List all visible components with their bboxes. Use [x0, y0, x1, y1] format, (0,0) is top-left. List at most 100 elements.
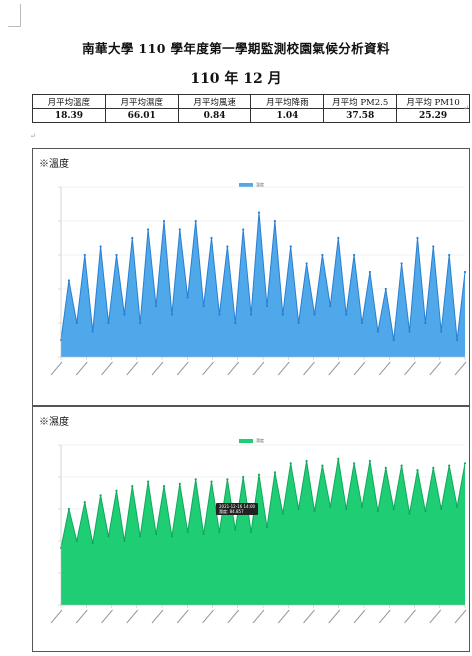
- data-point: [337, 457, 340, 460]
- x-tick-label: [378, 609, 391, 624]
- humidity-label: ※濕度: [39, 417, 69, 428]
- data-point: [131, 236, 134, 240]
- data-point: [416, 469, 419, 472]
- x-tick-label: [404, 609, 416, 624]
- data-point: [408, 512, 411, 515]
- x-tick-label: [151, 361, 164, 376]
- legend-swatch-icon: [239, 183, 253, 187]
- data-point: [218, 313, 221, 316]
- paragraph-mark: ↵: [30, 132, 36, 140]
- data-point: [360, 321, 364, 325]
- data-point: [424, 321, 427, 325]
- data-point: [257, 473, 261, 476]
- x-tick-label: [50, 361, 63, 376]
- data-point: [463, 270, 467, 274]
- data-point: [265, 304, 269, 308]
- table-header-cell: 月平均 PM10: [396, 94, 470, 109]
- series-line: [60, 212, 466, 341]
- data-point: [75, 321, 78, 325]
- x-tick-label: [252, 609, 265, 624]
- table-value-row: 18.39 66.01 0.84 1.04 37.58 25.29: [32, 108, 470, 123]
- data-point: [147, 480, 150, 483]
- legend-swatch-icon: [239, 439, 253, 443]
- data-point: [170, 535, 173, 538]
- data-point: [305, 459, 308, 463]
- data-point: [155, 533, 158, 536]
- data-point: [131, 485, 134, 488]
- x-tick-label: [75, 361, 88, 376]
- x-tick-label: [202, 361, 214, 376]
- data-point: [99, 245, 102, 248]
- data-point: [123, 539, 126, 543]
- data-point: [400, 464, 403, 467]
- page-corner-mark: [8, 4, 21, 27]
- legend-label: 溫度: [256, 182, 264, 187]
- x-tick-label: [404, 361, 416, 376]
- data-point: [456, 505, 459, 508]
- data-point: [250, 313, 253, 316]
- data-point: [242, 475, 245, 479]
- data-point: [91, 542, 94, 545]
- x-tick-label: [126, 361, 139, 376]
- chart-tooltip: 2021-12-16 14:00 濕度: 84.857: [216, 503, 259, 515]
- document-title: 南華大學 110 學年度第一學期監測校園氣候分析資料: [82, 41, 390, 56]
- data-point: [123, 313, 126, 316]
- tooltip-value: 濕度: 84.857: [219, 509, 244, 514]
- data-point: [234, 321, 237, 325]
- x-tick-label: [101, 361, 113, 376]
- table-header-cell: 月平均 PM2.5: [323, 94, 398, 109]
- data-point: [400, 262, 403, 265]
- data-point: [432, 245, 435, 248]
- x-tick-label: [50, 609, 63, 624]
- data-point: [178, 482, 181, 485]
- data-point: [242, 228, 245, 231]
- data-point: [265, 526, 269, 529]
- data-point: [234, 528, 237, 531]
- x-tick-label: [378, 361, 391, 376]
- table-value-cell: 0.84: [177, 108, 252, 123]
- x-tick-label: [429, 609, 442, 624]
- data-point: [440, 507, 443, 511]
- data-point: [353, 253, 356, 257]
- data-point: [463, 462, 467, 465]
- data-point: [139, 321, 142, 325]
- data-point: [305, 262, 308, 265]
- data-point: [202, 304, 205, 308]
- data-point: [281, 512, 284, 515]
- data-point: [162, 219, 166, 223]
- table-value-cell: 25.29: [396, 108, 470, 123]
- data-point: [83, 253, 86, 257]
- data-point: [313, 313, 316, 316]
- data-point: [321, 464, 324, 467]
- x-tick-label: [454, 361, 467, 376]
- x-tick-label: [328, 361, 341, 376]
- humidity-chart: [50, 444, 467, 624]
- paragraph-mark: ↵: [463, 104, 469, 112]
- temperature-chart: [50, 186, 467, 376]
- data-point: [313, 510, 316, 513]
- data-point: [115, 253, 118, 257]
- data-point: [392, 338, 395, 342]
- data-point: [353, 462, 356, 465]
- table-header-row: 月平均溫度 月平均濕度 月平均風速 月平均降雨 月平均 PM2.5 月平均 PM…: [32, 94, 470, 109]
- data-point: [345, 507, 348, 511]
- data-point: [440, 330, 443, 333]
- data-point: [155, 304, 158, 308]
- x-tick-label: [176, 361, 189, 376]
- table-header-cell: 月平均降雨: [250, 94, 325, 109]
- data-point: [75, 539, 78, 543]
- table-value-cell: 1.04: [250, 108, 325, 123]
- table-value-cell: 37.58: [323, 108, 398, 123]
- data-point: [321, 253, 324, 257]
- data-point: [448, 253, 451, 257]
- x-tick-label: [429, 361, 442, 376]
- data-point: [218, 530, 221, 533]
- data-point: [202, 533, 205, 536]
- data-point: [289, 462, 292, 465]
- data-point: [384, 287, 387, 291]
- monthly-stats-table: 月平均溫度 月平均濕度 月平均風速 月平均降雨 月平均 PM2.5 月平均 PM…: [32, 94, 470, 123]
- data-point: [408, 330, 411, 333]
- document-subtitle: 110 年 12 月: [190, 71, 282, 87]
- data-point: [289, 245, 292, 248]
- data-point: [186, 530, 189, 533]
